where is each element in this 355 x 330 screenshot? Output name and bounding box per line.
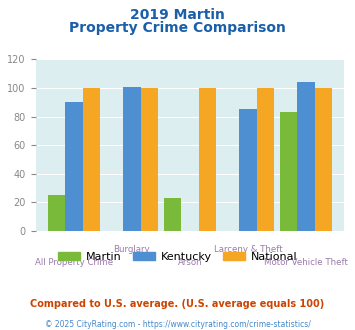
Text: Larceny & Theft: Larceny & Theft: [214, 245, 282, 254]
Text: All Property Crime: All Property Crime: [35, 258, 113, 267]
Text: Compared to U.S. average. (U.S. average equals 100): Compared to U.S. average. (U.S. average …: [31, 299, 324, 309]
Bar: [315, 88, 332, 231]
Text: © 2025 CityRating.com - https://www.cityrating.com/crime-statistics/: © 2025 CityRating.com - https://www.city…: [45, 320, 310, 329]
Bar: [65, 102, 82, 231]
Text: Burglary: Burglary: [114, 245, 150, 254]
Bar: [257, 88, 274, 231]
Bar: [141, 88, 158, 231]
Bar: [164, 198, 181, 231]
Bar: [48, 195, 65, 231]
Bar: [123, 86, 141, 231]
Text: Property Crime Comparison: Property Crime Comparison: [69, 21, 286, 35]
Text: Arson: Arson: [178, 258, 202, 267]
Bar: [280, 112, 297, 231]
Text: Motor Vehicle Theft: Motor Vehicle Theft: [264, 258, 348, 267]
Bar: [198, 88, 216, 231]
Text: 2019 Martin: 2019 Martin: [130, 8, 225, 22]
Legend: Martin, Kentucky, National: Martin, Kentucky, National: [54, 248, 301, 267]
Bar: [239, 110, 257, 231]
Bar: [82, 88, 100, 231]
Bar: [297, 82, 315, 231]
